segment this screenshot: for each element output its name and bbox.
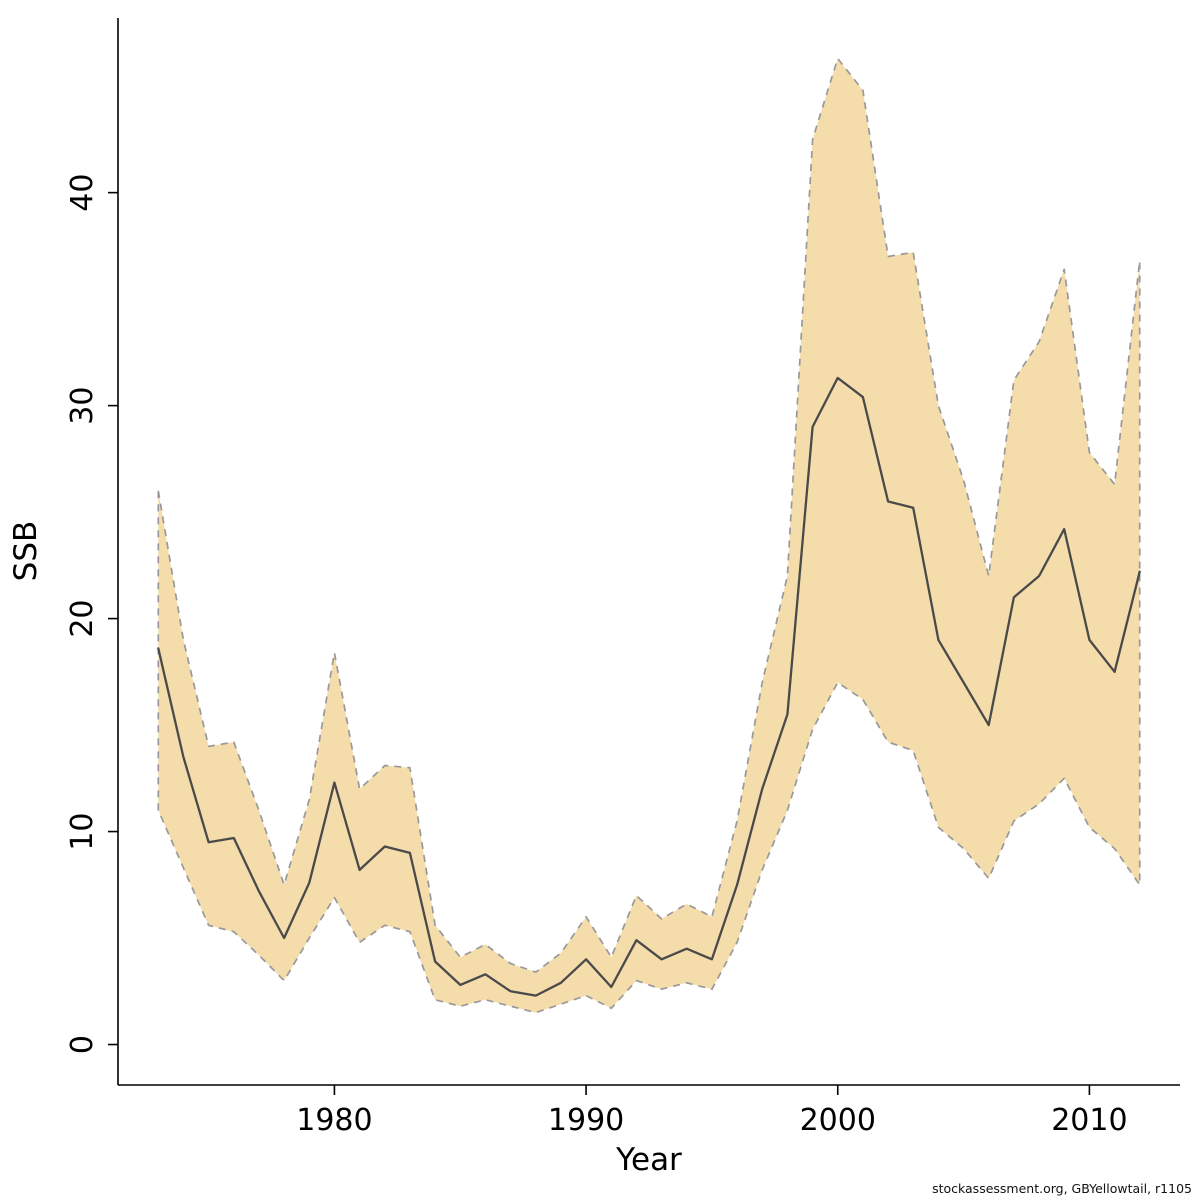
y-tick-label: 20 — [65, 599, 100, 637]
x-tick-label: 2000 — [800, 1103, 876, 1138]
y-tick-label: 10 — [65, 812, 100, 850]
confidence-band-layer — [157, 57, 1141, 1014]
x-tick-label: 1980 — [296, 1103, 372, 1138]
y-tick-label: 0 — [65, 1035, 100, 1054]
watermark: stockassessment.org, GBYellowtail, r1105 — [932, 1181, 1192, 1196]
y-tick-label: 30 — [65, 387, 100, 425]
x-tick-label: 2010 — [1051, 1103, 1127, 1138]
x-tick-label: 1990 — [548, 1103, 624, 1138]
ssb-estimate-line — [157, 376, 1141, 997]
y-axis-label: SSB — [8, 521, 44, 582]
estimate-line-layer — [157, 376, 1141, 997]
axis-layer: 1980 1990 2000 2010 0 10 20 30 40 — [65, 18, 1180, 1138]
x-axis-label: Year — [615, 1142, 682, 1178]
confidence-band — [157, 57, 1141, 1014]
y-tick-label: 40 — [65, 174, 100, 212]
